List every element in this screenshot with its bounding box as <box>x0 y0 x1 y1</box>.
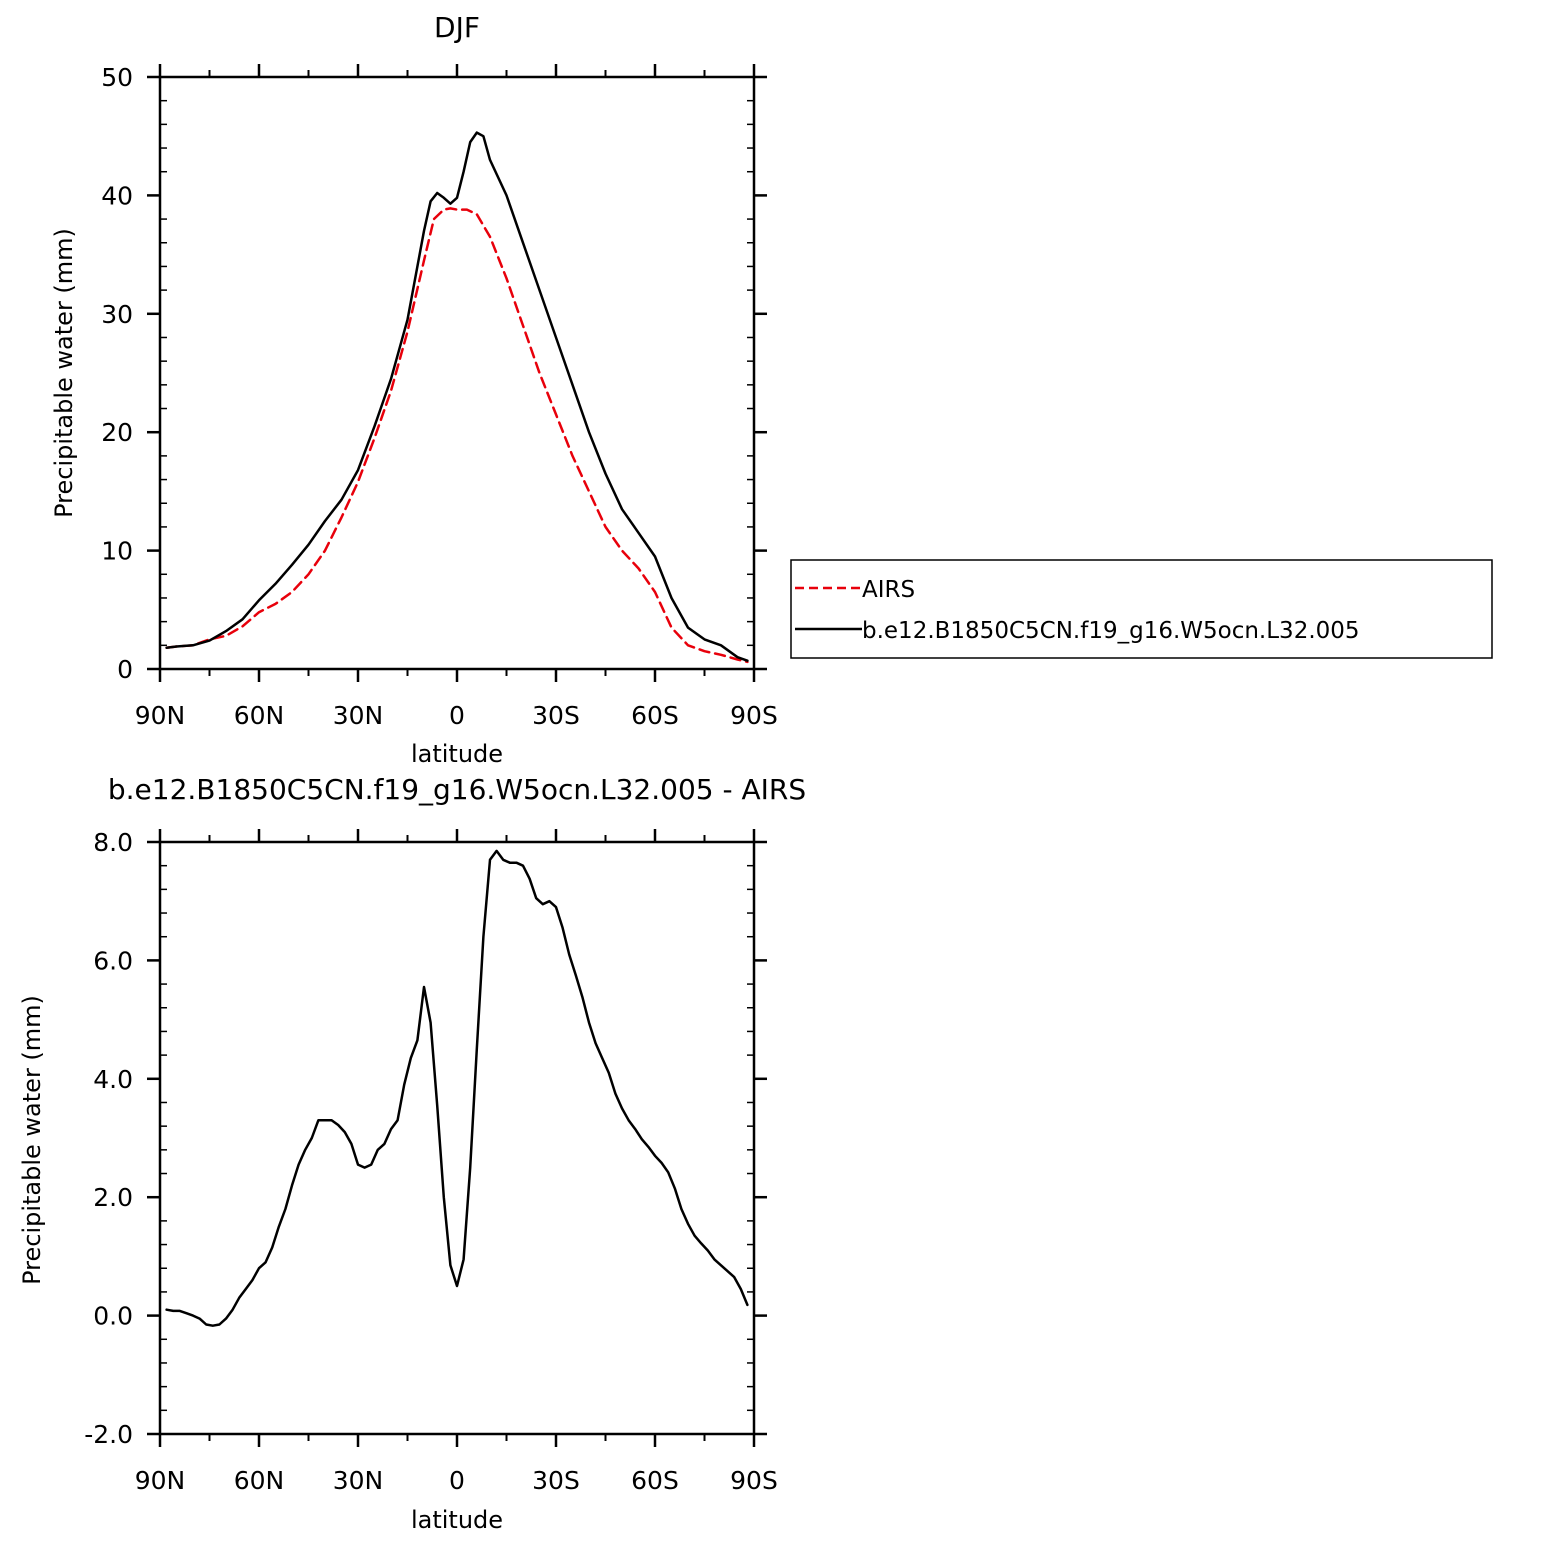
top-y-axis-label: Precipitable water (mm) <box>50 228 78 518</box>
legend: AIRS b.e12.B1850C5CN.f19_g16.W5ocn.L32.0… <box>790 559 1493 659</box>
bottom-panel: b.e12.B1850C5CN.f19_g16.W5ocn.L32.005 - … <box>18 773 806 1534</box>
top-y-tick-label: 30 <box>101 300 133 329</box>
bottom-x-axis-label: latitude <box>411 1506 503 1534</box>
bottom-plot-frame <box>158 840 756 1436</box>
bottom-x-tick-label: 30N <box>333 1466 384 1495</box>
bottom-x-tick-label: 90S <box>730 1466 778 1495</box>
bottom-x-tick-label: 30S <box>532 1466 580 1495</box>
bottom-chart-title: b.e12.B1850C5CN.f19_g16.W5ocn.L32.005 - … <box>108 773 806 806</box>
bottom-x-tick-label: 90N <box>135 1466 186 1495</box>
bottom-y-tick-label: 8.0 <box>93 828 133 857</box>
legend-label-model: b.e12.B1850C5CN.f19_g16.W5ocn.L32.005 <box>862 618 1360 644</box>
bottom-x-tick-label: 0 <box>449 1466 465 1495</box>
legend-frame <box>790 559 1493 659</box>
top-plot-area: 90N 60N 30N 0 30S 60S 90S 0 10 20 30 40 50 <box>101 63 778 730</box>
top-y-tick-label: 20 <box>101 418 133 447</box>
bottom-y-tick-label: 6.0 <box>93 946 133 975</box>
top-series-line-0 <box>165 207 749 664</box>
bottom-ticks-layer: 90N 60N 30N 0 30S 60S 90S -2.0 0.0 2.0 4.0 6.0 8.0 <box>84 828 778 1495</box>
top-x-tick-label: 90S <box>730 701 778 730</box>
top-x-tick-label: 0 <box>449 701 465 730</box>
bottom-x-tick-label: 60N <box>234 1466 285 1495</box>
bottom-y-tick-label: -2.0 <box>84 1420 133 1449</box>
top-y-tick-label: 10 <box>101 537 133 566</box>
top-series-line-1 <box>165 131 749 662</box>
legend-label-airs: AIRS <box>862 577 915 603</box>
top-x-tick-label: 30N <box>333 701 384 730</box>
top-x-tick-label: 30S <box>532 701 580 730</box>
top-x-tick-label: 60S <box>631 701 679 730</box>
top-x-tick-label: 90N <box>135 701 186 730</box>
bottom-series-layer <box>165 849 749 1327</box>
top-series-layer <box>165 131 749 664</box>
top-x-axis-label: latitude <box>411 740 503 768</box>
top-y-tick-label: 50 <box>101 63 133 92</box>
bottom-y-tick-label: 0.0 <box>93 1302 133 1331</box>
top-y-tick-label: 0 <box>117 655 133 684</box>
bottom-y-axis-label: Precipitable water (mm) <box>18 995 46 1285</box>
top-x-tick-label: 60N <box>234 701 285 730</box>
top-ticks-layer: 90N 60N 30N 0 30S 60S 90S 0 10 20 30 40 50 <box>101 63 778 730</box>
top-panel: DJF 90N 60N 30N 0 30S 60S 90S 0 10 20 30 40 50 Preci… <box>50 11 1493 768</box>
bottom-plot-area: 90N 60N 30N 0 30S 60S 90S -2.0 0.0 2.0 4.0 6.0 8.0 <box>84 828 778 1495</box>
bottom-series-line-0 <box>165 849 749 1327</box>
top-chart-title: DJF <box>434 11 480 44</box>
bottom-x-tick-label: 60S <box>631 1466 679 1495</box>
top-y-tick-label: 40 <box>101 181 133 210</box>
bottom-y-tick-label: 2.0 <box>93 1183 133 1212</box>
bottom-y-tick-label: 4.0 <box>93 1065 133 1094</box>
